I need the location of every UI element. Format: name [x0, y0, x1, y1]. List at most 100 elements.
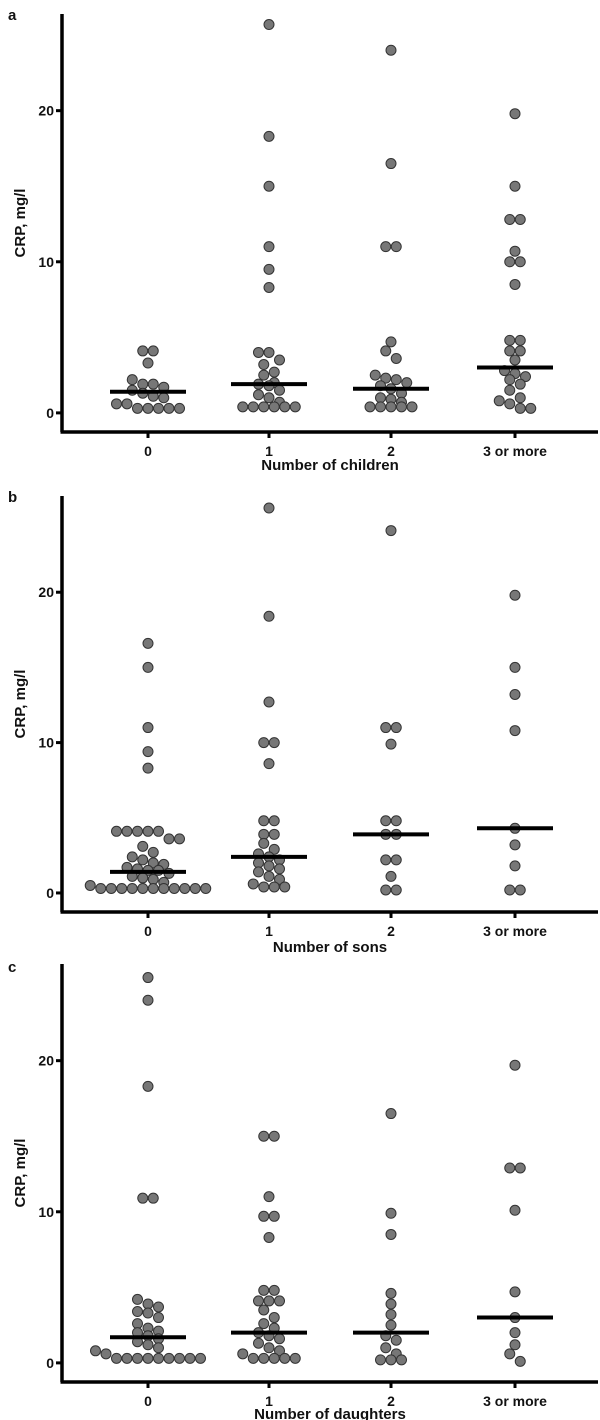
data-point — [396, 1354, 407, 1366]
x-tick-label: 3 or more — [483, 1393, 547, 1409]
data-point — [504, 1162, 516, 1174]
data-point — [137, 882, 149, 894]
data-point — [263, 1231, 275, 1243]
data-point — [396, 401, 407, 413]
data-point — [247, 401, 259, 413]
panel-b: b 0 10 20 0 1 2 3 or more Number of sons CRP, mg/… — [0, 480, 600, 956]
data-point — [100, 1348, 112, 1360]
data-point — [390, 722, 402, 734]
data-point — [274, 384, 285, 396]
data-point — [132, 1293, 143, 1305]
data-point — [380, 722, 392, 734]
x-tick-label: 3 or more — [483, 443, 547, 459]
x-tick-label: 2 — [387, 923, 395, 939]
data-point — [142, 972, 154, 984]
data-point — [189, 882, 201, 894]
data-point — [258, 1318, 270, 1330]
data-point — [132, 1306, 143, 1318]
data-point — [153, 1312, 164, 1324]
data-point — [279, 1352, 291, 1364]
data-point — [504, 345, 516, 357]
data-point — [263, 180, 275, 192]
data-point — [279, 401, 291, 413]
data-point — [111, 398, 122, 410]
data-point — [375, 392, 386, 404]
data-point — [274, 1333, 285, 1345]
data-point — [253, 346, 264, 358]
data-point — [385, 1309, 397, 1321]
data-point — [142, 661, 154, 673]
data-point — [258, 1210, 270, 1222]
data-point — [263, 392, 275, 404]
data-point — [258, 837, 270, 849]
data-point — [274, 354, 285, 366]
panel-a: a 0 10 20 0 1 2 3 or more Number of children CRP,… — [0, 0, 600, 474]
data-point — [258, 828, 270, 840]
data-point — [268, 1210, 280, 1222]
data-point — [142, 1298, 154, 1310]
data-point — [385, 336, 397, 348]
data-point — [274, 873, 285, 885]
data-point — [258, 815, 270, 827]
data-point — [158, 882, 170, 894]
data-point — [263, 696, 275, 708]
panel-label: b — [8, 489, 17, 506]
data-point — [147, 1192, 159, 1204]
x-tick-label: 0 — [144, 443, 152, 459]
data-point — [380, 854, 392, 866]
data-point — [375, 1354, 386, 1366]
data-point — [126, 374, 138, 386]
data-point — [121, 825, 133, 837]
y-tick-label: 0 — [46, 1355, 54, 1371]
data-point — [274, 863, 285, 875]
data-point — [179, 882, 191, 894]
data-point — [406, 401, 418, 413]
data-point — [142, 746, 154, 758]
data-point — [195, 1352, 206, 1364]
data-point — [132, 1352, 143, 1364]
data-point — [509, 180, 521, 192]
y-tick-label: 0 — [46, 885, 54, 901]
data-point — [137, 378, 149, 390]
data-point — [504, 213, 516, 225]
data-point — [509, 108, 521, 120]
data-point — [247, 878, 259, 890]
data-point — [509, 688, 521, 700]
data-point — [263, 870, 275, 882]
y-axis-title: CRP, mg/l — [12, 189, 29, 258]
data-point — [504, 884, 516, 896]
data-point — [504, 256, 516, 268]
data-point — [153, 825, 164, 837]
chart-b: b 0 10 20 0 1 2 3 or more Number of sons CRP, mg/… — [8, 489, 598, 956]
data-point — [258, 369, 270, 381]
data-point — [121, 1352, 133, 1364]
data-point — [268, 401, 280, 413]
data-point — [142, 402, 154, 414]
data-point — [375, 401, 386, 413]
data-point — [380, 372, 392, 384]
data-point — [137, 854, 149, 866]
data-point — [279, 881, 291, 893]
data-point — [200, 882, 212, 894]
data-point — [509, 589, 521, 601]
data-point — [116, 882, 128, 894]
data-point — [142, 637, 154, 649]
y-tick-label: 0 — [46, 405, 54, 421]
data-point — [263, 1295, 275, 1307]
data-point — [147, 882, 159, 894]
data-point — [253, 866, 264, 878]
data-point — [263, 346, 275, 358]
data-point — [111, 1352, 122, 1364]
data-point — [263, 263, 275, 275]
data-point — [263, 758, 275, 770]
data-point — [263, 610, 275, 622]
data-point — [514, 884, 526, 896]
data-point — [258, 881, 270, 893]
data-point — [237, 401, 249, 413]
x-tick-label: 1 — [265, 923, 273, 939]
data-point — [253, 1337, 264, 1349]
data-point — [163, 833, 175, 845]
data-point — [153, 1352, 164, 1364]
y-tick-label: 10 — [38, 254, 54, 270]
x-axis-title: Number of daughters — [254, 1406, 406, 1420]
